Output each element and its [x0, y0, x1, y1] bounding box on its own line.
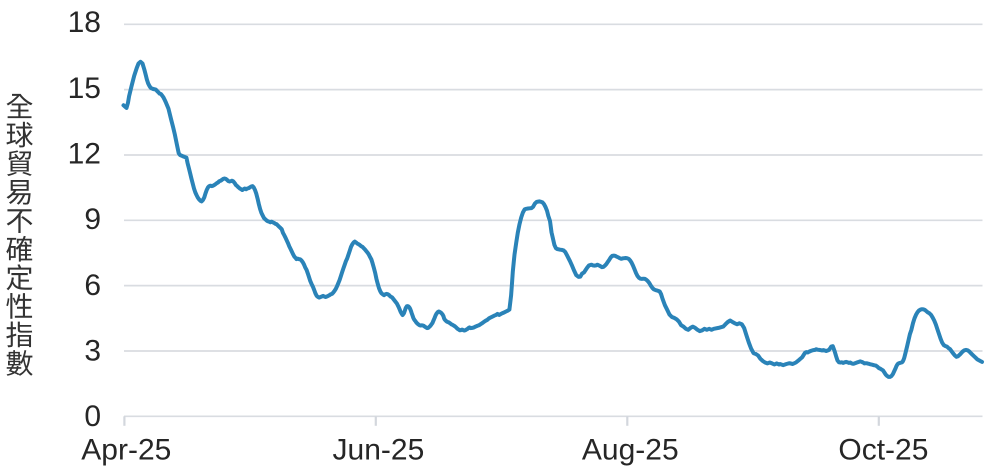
svg-text:Oct-25: Oct-25 [838, 434, 928, 467]
svg-text:Jun-25: Jun-25 [333, 434, 425, 467]
svg-text:0: 0 [84, 400, 101, 433]
svg-text:15: 15 [68, 72, 101, 105]
svg-text:Aug-25: Aug-25 [582, 434, 679, 467]
svg-text:Apr-25: Apr-25 [81, 434, 171, 467]
svg-text:12: 12 [68, 138, 101, 171]
svg-text:6: 6 [84, 269, 101, 302]
svg-text:18: 18 [68, 6, 101, 39]
svg-text:9: 9 [84, 203, 101, 236]
svg-text:3: 3 [84, 335, 101, 368]
